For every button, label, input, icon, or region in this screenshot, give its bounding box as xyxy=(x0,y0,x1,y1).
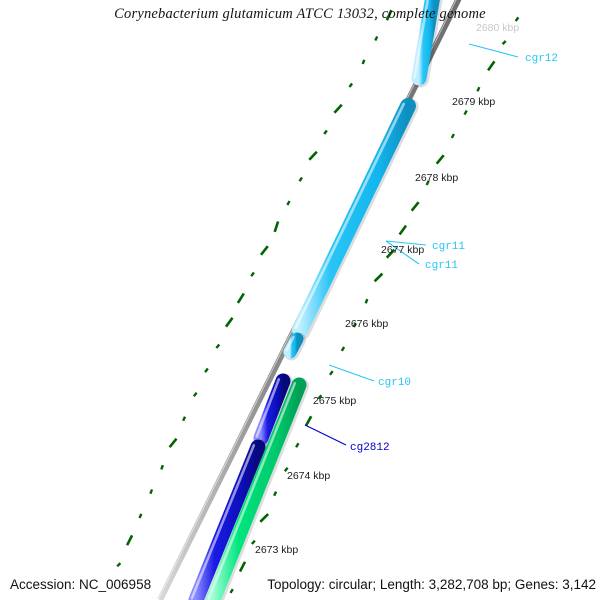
ruler-label-5: 2675 kbp xyxy=(313,395,356,407)
forward-feature-long[interactable] xyxy=(292,98,419,340)
gene-label-cgr10[interactable]: cgr10 xyxy=(378,377,411,389)
ruler-label-2: 2678 kbp xyxy=(415,172,458,184)
leader-line-cgr11-b xyxy=(385,240,420,265)
tick-marks-outer xyxy=(229,16,520,594)
feature-bars[interactable] xyxy=(188,0,443,600)
ruler-label-0: 2680 kbp xyxy=(476,22,519,34)
ruler-label-3: 2677 kbp xyxy=(381,244,424,256)
ruler-label-6: 2674 kbp xyxy=(287,470,330,482)
leader-line-cgr10 xyxy=(328,364,375,382)
gene-labels[interactable]: cgr12 cgr11 cgr11 cgr10 cg2812 xyxy=(350,53,558,454)
ruler-labels: 2680 kbp 2679 kbp 2678 kbp 2677 kbp 2676 kbp… xyxy=(255,22,519,556)
genome-stats-text: Topology: circular; Length: 3,282,708 bp… xyxy=(267,577,596,592)
gene-label-cgr12[interactable]: cgr12 xyxy=(525,53,558,65)
ruler-label-7: 2673 kbp xyxy=(255,544,298,556)
leader-line-cg2812 xyxy=(304,424,347,446)
leader-line-cgr12 xyxy=(468,43,519,58)
ruler-label-4: 2676 kbp xyxy=(345,318,388,330)
reverse-feature-upper[interactable] xyxy=(253,373,293,448)
accession-text: Accession: NC_006958 xyxy=(10,577,152,592)
other-feature-green[interactable] xyxy=(205,377,309,600)
forward-feature-stub[interactable] xyxy=(283,332,306,361)
gene-label-cgr11-b[interactable]: cgr11 xyxy=(425,260,458,272)
reverse-feature-lower[interactable] xyxy=(188,439,268,600)
tick-marks-inner xyxy=(116,9,393,568)
gene-label-cgr11-a[interactable]: cgr11 xyxy=(432,241,465,253)
leader-line-cgr11-a xyxy=(385,240,427,246)
label-leader-lines xyxy=(304,43,519,446)
gene-label-cg2812[interactable]: cg2812 xyxy=(350,442,390,454)
forward-feature-top[interactable] xyxy=(411,0,443,88)
ruler-label-1: 2679 kbp xyxy=(452,96,495,108)
